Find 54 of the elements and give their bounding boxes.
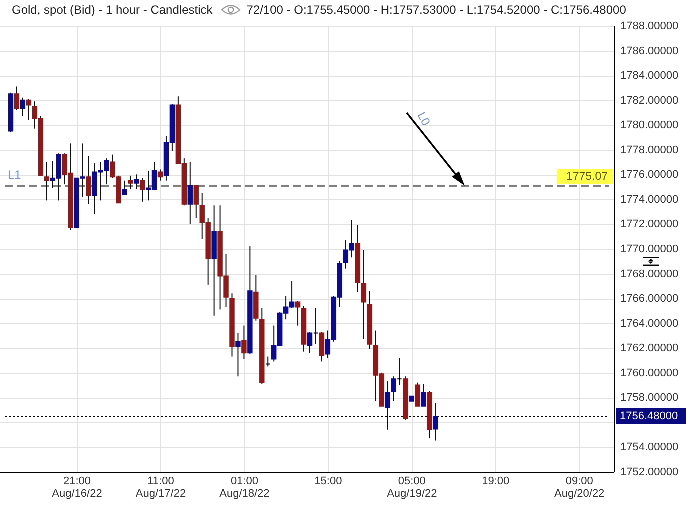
x-tick-label: 21:00 Aug/16/22: [52, 476, 102, 500]
y-tick-label: 1770.00000: [620, 244, 679, 256]
chart-title: Gold, spot (Bid) - 1 hour - Candlestick: [12, 3, 213, 17]
candlestick: [236, 332, 241, 378]
candlestick: [86, 156, 92, 205]
candlestick: [158, 169, 164, 182]
y-tick-label: 1766.00000: [620, 293, 679, 306]
y-tick-label: 1762.00000: [620, 342, 679, 355]
candlestick: [194, 185, 199, 219]
x-tick-label: 15:00: [314, 476, 342, 488]
candlestick: [432, 402, 438, 442]
x-tick-label: 11:00 Aug/17/22: [136, 476, 186, 500]
y-tick-label: 1752.00000: [620, 466, 679, 478]
candlestick: [122, 180, 128, 195]
y-tick-label: 1774.00000: [620, 194, 679, 206]
candlestick: [307, 332, 313, 354]
candlestick: [44, 162, 50, 202]
ref-line-label: 1775.07: [566, 171, 608, 184]
y-tick-label: 1760.00000: [620, 367, 679, 380]
x-tick-label: 05:00 Aug/19/22: [387, 476, 438, 500]
candlestick: [391, 376, 396, 402]
candlestick: [415, 382, 420, 407]
x-tick-label: 19:00: [482, 476, 510, 488]
y-tick-label: 1778.00000: [620, 144, 679, 156]
candlestick: [140, 178, 146, 202]
y-tick-label: 1786.00000: [620, 45, 679, 58]
chart-subtitle: 72/100 - O:1755.45000 - H:1757.53000 - L:1754.52000 - C:1756.48000: [246, 3, 626, 17]
candlestick: [319, 332, 325, 362]
annotation: L1: [8, 168, 22, 182]
x-tick-label: 09:00 Aug/20/22: [554, 476, 605, 500]
ref-line-label: 1756.48000: [620, 410, 678, 422]
y-tick-label: 1784.00000: [620, 70, 679, 82]
annotation: L0: [414, 110, 434, 128]
y-tick-label: 1764.00000: [620, 318, 679, 330]
candlestick: [242, 325, 247, 360]
candlestick: [134, 174, 140, 190]
candlestick: [26, 98, 32, 121]
y-tick-label: 1776.00000: [620, 169, 679, 182]
y-tick-label: 1780.00000: [620, 120, 679, 132]
y-tick-label: 1758.00000: [620, 392, 679, 404]
candlestick: [295, 300, 301, 326]
candlestick: [188, 162, 193, 225]
y-tick-label: 1768.00000: [620, 268, 679, 280]
candlestick: [361, 250, 366, 340]
y-tick-label: 1754.00000: [620, 442, 679, 454]
x-tick-label: 01:00 Aug/18/22: [220, 476, 270, 500]
y-tick-label: 1772.00000: [620, 218, 679, 231]
candlestick: [20, 97, 26, 117]
candlestick: [421, 384, 426, 407]
y-tick-label: 1782.00000: [620, 94, 679, 107]
candlestick: [385, 381, 390, 430]
candlestick: [128, 175, 134, 190]
candlestick: [14, 86, 20, 111]
y-tick-label: 1788.00000: [620, 20, 679, 32]
